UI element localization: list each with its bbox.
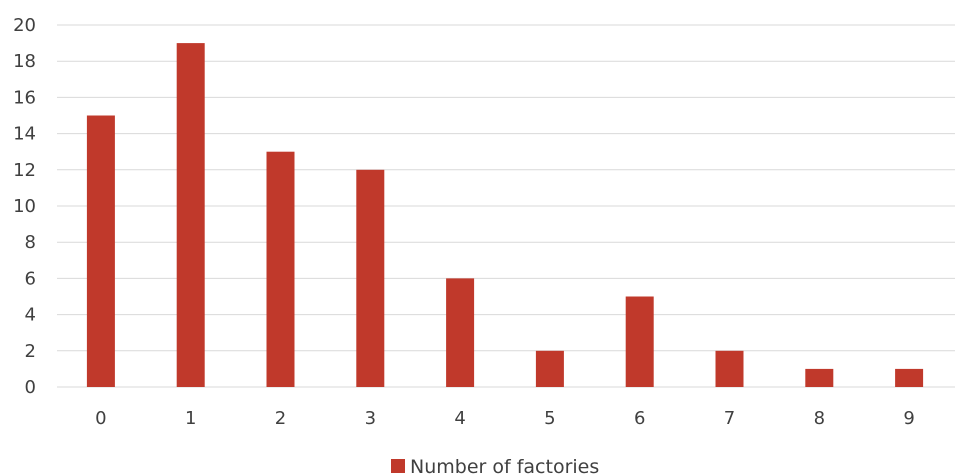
legend-label-number-of-factories: Number of factories bbox=[410, 456, 599, 476]
x-tick-label-8: 8 bbox=[814, 408, 825, 429]
bar-9 bbox=[895, 368, 924, 387]
y-tick-label-10: 10 bbox=[13, 196, 36, 217]
bar-0 bbox=[86, 115, 115, 387]
y-tick-label-2: 2 bbox=[25, 341, 36, 362]
y-tick-label-12: 12 bbox=[13, 160, 36, 181]
bar-8 bbox=[805, 368, 834, 387]
y-tick-label-20: 20 bbox=[13, 15, 36, 36]
y-tick-label-14: 14 bbox=[13, 124, 36, 145]
bar-2 bbox=[266, 151, 295, 387]
bar-7 bbox=[715, 350, 744, 387]
x-tick-label-0: 0 bbox=[95, 408, 106, 429]
bar-1 bbox=[176, 43, 205, 387]
gridlines bbox=[57, 24, 955, 388]
bar-5 bbox=[535, 350, 564, 387]
y-tick-label-4: 4 bbox=[25, 305, 36, 326]
bar-4 bbox=[446, 278, 475, 387]
x-tick-label-6: 6 bbox=[634, 408, 645, 429]
y-tick-label-18: 18 bbox=[13, 51, 36, 72]
x-tick-label-9: 9 bbox=[903, 408, 914, 429]
x-tick-label-3: 3 bbox=[365, 408, 376, 429]
y-axis-tick-labels: 0 2 4 6 8 10 12 14 16 18 20 bbox=[13, 15, 36, 398]
y-tick-label-0: 0 bbox=[25, 377, 36, 398]
x-tick-label-7: 7 bbox=[724, 408, 735, 429]
x-axis-tick-labels: 0 1 2 3 4 5 6 7 8 9 bbox=[95, 408, 915, 429]
legend-swatch-number-of-factories bbox=[391, 459, 405, 473]
x-tick-label-4: 4 bbox=[454, 408, 465, 429]
bar-3 bbox=[356, 169, 385, 387]
x-tick-label-5: 5 bbox=[544, 408, 555, 429]
bar-6 bbox=[625, 296, 654, 387]
x-tick-label-2: 2 bbox=[275, 408, 286, 429]
y-tick-label-6: 6 bbox=[25, 268, 36, 289]
x-tick-label-1: 1 bbox=[185, 408, 196, 429]
bars bbox=[86, 43, 924, 387]
legend: Number of factories bbox=[391, 456, 599, 476]
y-tick-label-8: 8 bbox=[25, 232, 36, 253]
y-tick-label-16: 16 bbox=[13, 87, 36, 108]
